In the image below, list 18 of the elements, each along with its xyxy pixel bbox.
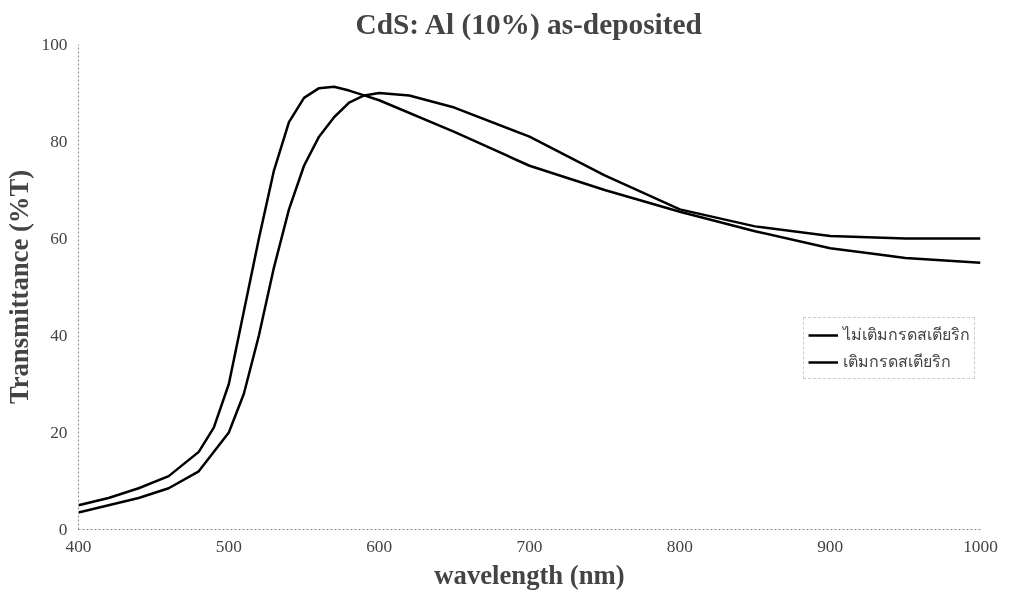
x-tick-label: 1000 — [963, 536, 998, 556]
y-tick-label: 100 — [41, 35, 68, 54]
x-tick-label: 800 — [666, 536, 693, 556]
x-tick-label: 600 — [366, 536, 393, 556]
y-tick-label: 0 — [58, 520, 68, 539]
y-axis-title: Transmittance (%T) — [3, 169, 34, 405]
legend-label: เติมกรดสเตียริก — [843, 351, 951, 373]
y-tick-label: 60 — [50, 229, 68, 248]
x-tick-label: 500 — [215, 536, 242, 556]
y-tick-label: 80 — [50, 132, 68, 151]
x-axis-title: wavelength (nm) — [434, 559, 625, 590]
legend-label: ไม่เติมกรดสเตียริก — [843, 324, 970, 346]
x-tick-label: 900 — [817, 536, 844, 556]
x-tick-label: 400 — [65, 536, 92, 556]
y-tick-label: 40 — [50, 326, 68, 345]
x-tick-label: 700 — [516, 536, 543, 556]
chart-title: CdS: Al (10%) as-deposited — [355, 7, 702, 41]
y-tick-label: 20 — [50, 423, 68, 442]
